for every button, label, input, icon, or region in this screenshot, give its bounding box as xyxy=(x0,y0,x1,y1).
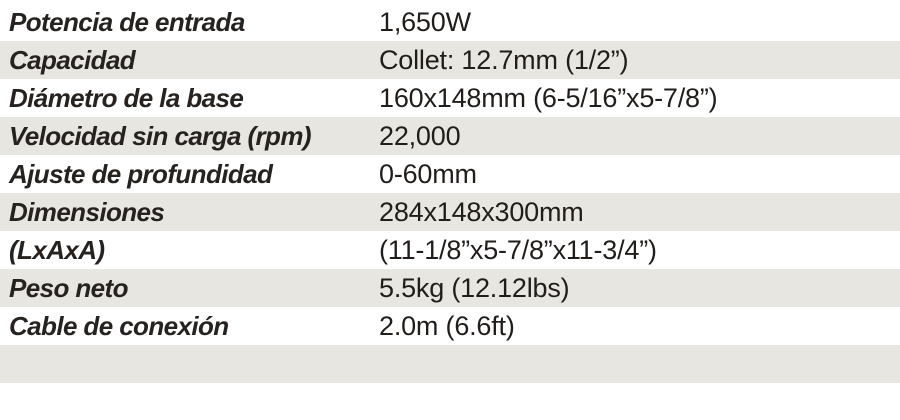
spec-table: Potencia de entrada 1,650W Capacidad Col… xyxy=(0,3,900,383)
spec-label: Dimensiones xyxy=(9,196,165,227)
spec-value: Collet: 12.7mm (1/2”) xyxy=(379,44,629,75)
table-row: Dimensiones 284x148x300mm xyxy=(0,193,900,231)
spec-value: (11-1/8”x5-7/8”x11-3/4”) xyxy=(379,234,657,265)
table-row: Diámetro de la base 160x148mm (6-5/16”x5… xyxy=(0,79,900,117)
spec-value: 22,000 xyxy=(379,120,461,151)
spec-label: (LxAxA) xyxy=(9,234,105,265)
spec-label: Velocidad sin carga (rpm) xyxy=(9,120,312,151)
table-row: (LxAxA) (11-1/8”x5-7/8”x11-3/4”) xyxy=(0,231,900,269)
table-row: Cable de conexión 2.0m (6.6ft) xyxy=(0,307,900,345)
spec-value: 2.0m (6.6ft) xyxy=(379,310,515,341)
table-row xyxy=(0,345,900,383)
spec-value: 1,650W xyxy=(379,6,471,37)
spec-value: 284x148x300mm xyxy=(379,196,584,227)
spec-value: 0-60mm xyxy=(379,158,477,189)
spec-value: 160x148mm (6-5/16”x5-7/8”) xyxy=(379,82,718,113)
spec-label: Diámetro de la base xyxy=(9,82,244,113)
table-row: Ajuste de profundidad 0-60mm xyxy=(0,155,900,193)
spec-value: 5.5kg (12.12lbs) xyxy=(379,272,570,303)
table-row: Capacidad Collet: 12.7mm (1/2”) xyxy=(0,41,900,79)
spec-label: Potencia de entrada xyxy=(9,6,245,37)
table-row: Potencia de entrada 1,650W xyxy=(0,3,900,41)
spec-label: Capacidad xyxy=(9,44,136,75)
spec-label: Peso neto xyxy=(9,272,128,303)
spec-label: Ajuste de profundidad xyxy=(9,158,273,189)
table-row: Peso neto 5.5kg (12.12lbs) xyxy=(0,269,900,307)
spec-label: Cable de conexión xyxy=(9,310,229,341)
table-row: Velocidad sin carga (rpm) 22,000 xyxy=(0,117,900,155)
